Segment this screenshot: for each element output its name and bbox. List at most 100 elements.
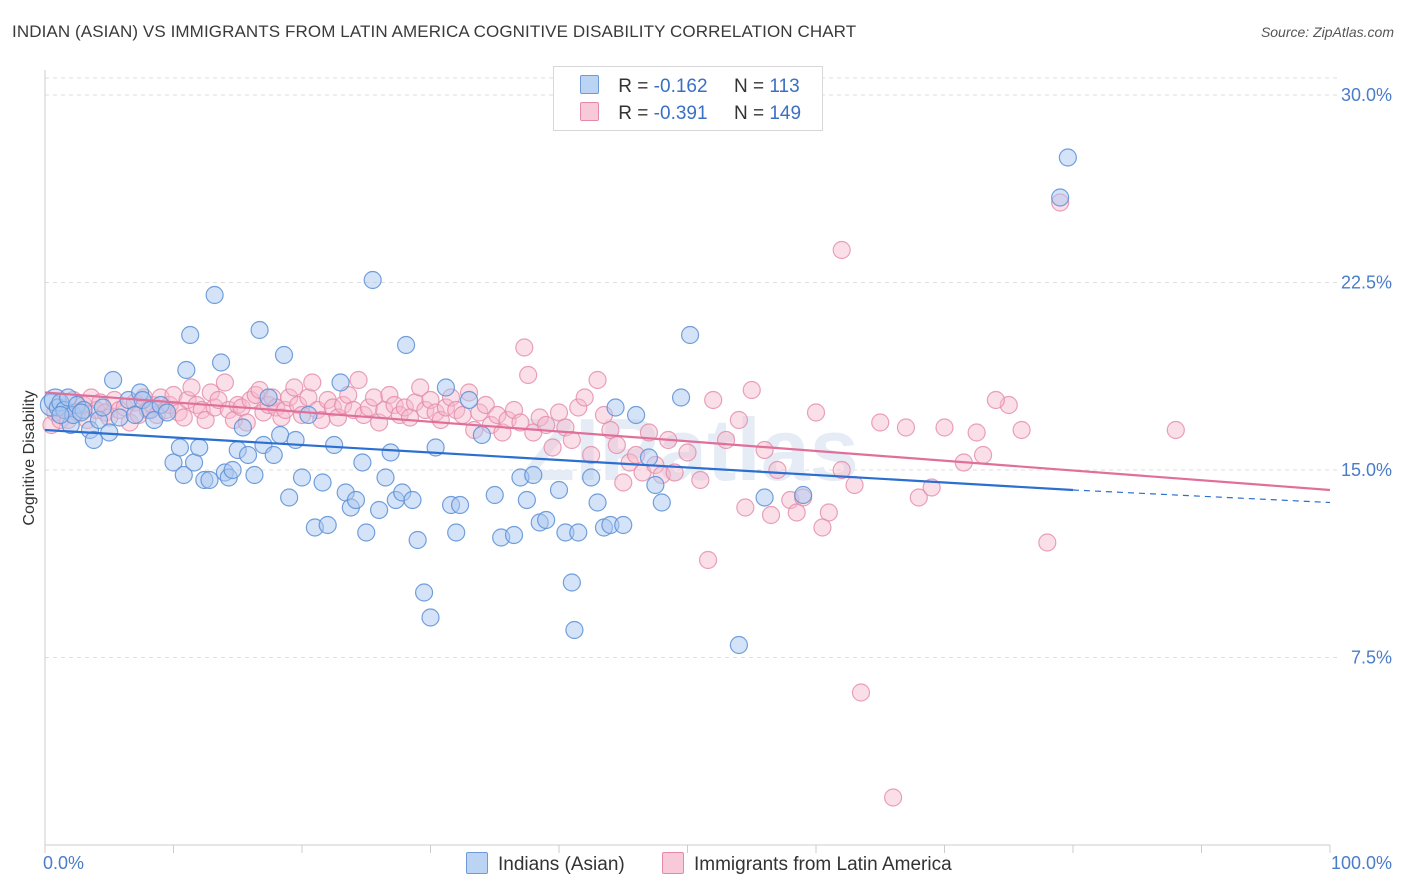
y-tick-labels: 7.5% 15.0% 22.5% 30.0% (1341, 85, 1392, 668)
y-axis-title: Cognitive Disability (21, 390, 38, 525)
data-point-indians (472, 425, 491, 445)
data-point-latin-america (196, 410, 215, 430)
grid-lines (45, 77, 1338, 658)
data-point-indians (504, 525, 524, 545)
trend-line-indians (44, 428, 1074, 492)
data-point-latin-america (704, 390, 723, 410)
data-point-indians (51, 405, 70, 425)
data-point-latin-america (588, 370, 607, 390)
axes (44, 70, 1331, 853)
bottom-legend-swatch-blue (466, 852, 488, 874)
data-point-indians (582, 468, 601, 487)
data-point-indians (485, 485, 504, 505)
data-point-indians (233, 418, 252, 437)
x-tick-label: 0.0% (43, 853, 84, 873)
data-point-indians (436, 378, 456, 397)
legend-n-label: N = (733, 76, 765, 97)
data-point-latin-america (755, 440, 774, 460)
data-point-latin-america (562, 430, 581, 450)
data-point-latin-america (832, 240, 851, 260)
data-point-indians (562, 573, 581, 592)
data-point-latin-america (470, 403, 489, 422)
data-point-indians (606, 398, 625, 417)
data-point-indians (396, 335, 416, 355)
x-tick-labels: 0.0% 100.0% (43, 853, 1392, 873)
data-point-latin-america (364, 388, 384, 407)
data-point-latin-america (543, 438, 562, 457)
data-point-latin-america (1038, 533, 1057, 552)
data-point-indians (264, 445, 283, 465)
data-point-latin-america (986, 390, 1006, 410)
data-point-latin-america (303, 373, 322, 392)
data-point-latin-america (729, 410, 749, 430)
data-point-indians (1058, 148, 1077, 167)
data-point-indians (357, 523, 376, 542)
legend-row-latin-america: R = -0.391 N = 149 (580, 102, 801, 126)
data-point-indians (414, 583, 434, 602)
data-point-indians (250, 320, 269, 340)
data-point-indians (353, 453, 372, 472)
data-point-latin-america (768, 460, 787, 480)
data-point-latin-america (607, 435, 626, 455)
bottom-legend-label: Immigrants from Latin America (694, 854, 952, 875)
data-point-latin-america (1166, 420, 1185, 440)
bottom-legend-latin-america: Immigrants from Latin America (662, 852, 952, 876)
legend-n-value: 149 (769, 103, 802, 124)
data-point-indians (280, 488, 299, 507)
y-tick-label: 7.5% (1351, 648, 1392, 668)
source-label: Source: ZipAtlas.com (1260, 24, 1394, 40)
data-point-indians (274, 345, 294, 365)
data-point-latin-america (395, 398, 414, 417)
data-point-latin-america (215, 373, 234, 392)
data-point-latin-america (182, 378, 201, 397)
data-point-indians (200, 470, 219, 490)
data-point-indians (177, 360, 196, 380)
data-point-latin-america (614, 473, 633, 492)
data-point-indians (125, 405, 145, 425)
data-point-indians (292, 468, 312, 487)
trend-line-latin-america (44, 391, 1331, 492)
data-point-indians (174, 465, 193, 485)
data-point-latin-america (476, 395, 495, 415)
data-point-indians (325, 435, 344, 455)
data-point-latin-america (871, 413, 890, 432)
data-point-latin-america (909, 488, 928, 507)
data-point-indians (93, 398, 112, 417)
data-point-indians (104, 370, 123, 390)
data-point-indians (245, 465, 264, 485)
data-point-latin-america (736, 498, 755, 517)
data-point-indians (626, 405, 646, 425)
data-point-latin-america (488, 405, 507, 425)
data-point-indians (170, 438, 190, 457)
data-point-indians (517, 490, 536, 510)
data-point-latin-america (806, 403, 826, 422)
data-point-latin-america (530, 408, 549, 427)
data-point-latin-america (973, 445, 993, 465)
data-point-indians (211, 353, 231, 372)
legend-n-label: N = (733, 103, 765, 124)
bottom-legend-indians: Indians (Asian) (466, 852, 625, 876)
bottom-legend-swatch-pink (662, 852, 684, 874)
data-point-indians (755, 488, 774, 507)
data-point-indians (205, 285, 224, 305)
data-point-latin-america (285, 378, 304, 397)
chart-title: INDIAN (ASIAN) VS IMMIGRANTS FROM LATIN … (12, 22, 857, 41)
data-point-indians (164, 453, 183, 472)
data-point-latin-america (922, 478, 941, 497)
data-point-indians (238, 445, 258, 465)
data-point-latin-america (575, 388, 594, 407)
data-point-indians (346, 490, 366, 510)
data-point-latin-america (716, 430, 736, 450)
data-point-indians (680, 325, 700, 345)
data-point-indians (190, 438, 209, 457)
data-point-latin-america (201, 383, 220, 402)
legend-r-value: -0.162 (653, 76, 708, 97)
data-point-indians (318, 515, 337, 535)
data-point-latin-america (761, 505, 781, 525)
data-point-latin-america (813, 518, 832, 537)
legend-row-indians: R = -0.162 N = 113 (580, 75, 800, 99)
data-point-latin-america (582, 445, 601, 465)
data-point-latin-america (845, 475, 864, 495)
data-point-indians (421, 608, 440, 627)
